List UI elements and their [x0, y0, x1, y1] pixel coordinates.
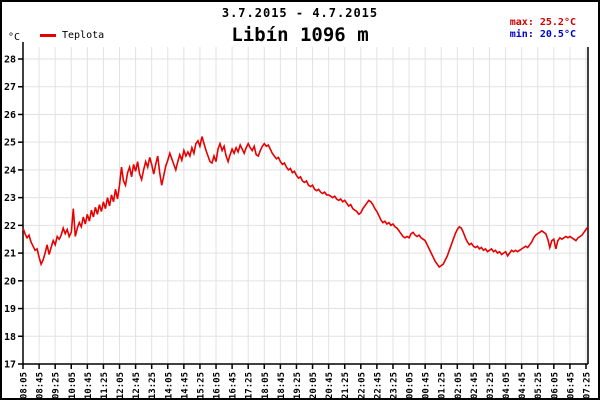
y-tick-label: 25 [4, 138, 16, 149]
x-tick-label: 18:05 [261, 372, 271, 399]
date-range: 3.7.2015 - 4.7.2015 [221, 6, 379, 20]
x-tick-label: 16:45 [229, 372, 239, 399]
max-temperature: max: 25.2°C [510, 17, 576, 29]
x-tick-label: 19:25 [293, 372, 303, 399]
y-tick-label: 20 [4, 276, 16, 287]
x-tick-label: 08:05 [20, 372, 30, 399]
x-tick-label: 15:25 [196, 372, 206, 399]
y-tick-label: 22 [4, 221, 16, 232]
x-tick-label: 20:45 [325, 372, 335, 399]
y-tick-label: 27 [4, 82, 16, 93]
x-tick-label: 00:45 [422, 372, 432, 399]
min-temperature: min: 20.5°C [510, 29, 576, 41]
max-label: max: [509, 17, 540, 28]
y-tick-label: 17 [4, 360, 16, 371]
x-tick-label: 02:45 [470, 372, 480, 399]
x-tick-label: 11:25 [100, 372, 110, 399]
y-tick-label: 23 [4, 193, 16, 204]
x-tick-label: 05:25 [534, 372, 544, 399]
x-tick-label: 14:45 [180, 372, 190, 399]
legend-series-label: Teplota [62, 30, 105, 41]
x-tick-label: 02:05 [454, 372, 464, 399]
y-axis-unit-label: °C [8, 32, 21, 43]
legend: Teplota [40, 30, 104, 41]
min-value: 20.5°C [539, 29, 576, 40]
x-tick-label: 14:05 [164, 372, 174, 399]
y-tick-label: 19 [4, 304, 16, 315]
x-tick-label: 06:45 [566, 372, 576, 399]
x-tick-label: 06:05 [550, 372, 560, 399]
y-tick-label: 26 [4, 110, 16, 121]
max-value: 25.2°C [539, 17, 576, 28]
stats-block: max: 25.2°C min: 20.5°C [510, 17, 576, 41]
x-tick-label: 12:05 [116, 372, 126, 399]
x-tick-label: 22:05 [357, 372, 367, 399]
x-tick-label: 07:25 [583, 372, 593, 399]
x-tick-label: 13:25 [148, 372, 158, 399]
x-tick-label: 22:45 [373, 372, 383, 399]
temperature-line [22, 136, 589, 269]
x-tick-label: 12:45 [132, 372, 142, 399]
y-tick-label: 24 [4, 165, 16, 176]
x-tick-label: 04:05 [502, 372, 512, 399]
x-tick-label: 21:25 [341, 372, 351, 399]
y-tick-label: 21 [4, 249, 16, 260]
x-tick-label: 16:05 [213, 372, 223, 399]
series-line-icon [40, 34, 56, 37]
y-tick-label: 28 [4, 55, 16, 66]
x-tick-label: 18:45 [277, 372, 287, 399]
min-label: min: [509, 29, 540, 40]
x-tick-label: 03:25 [486, 372, 496, 399]
page-title: Libín 1096 m [231, 24, 369, 46]
x-tick-label: 04:45 [518, 372, 528, 399]
x-tick-label: 23:25 [389, 372, 399, 399]
x-tick-label: 08:45 [36, 372, 46, 399]
x-tick-label: 00:05 [406, 372, 416, 399]
x-tick-label: 17:25 [245, 372, 255, 399]
x-tick-label: 20:05 [309, 372, 319, 399]
x-tick-label: 10:05 [68, 372, 78, 399]
x-tick-label: 10:45 [84, 372, 94, 399]
y-tick-label: 18 [4, 332, 16, 343]
x-tick-label: 09:25 [52, 372, 62, 399]
x-tick-label: 01:25 [438, 372, 448, 399]
